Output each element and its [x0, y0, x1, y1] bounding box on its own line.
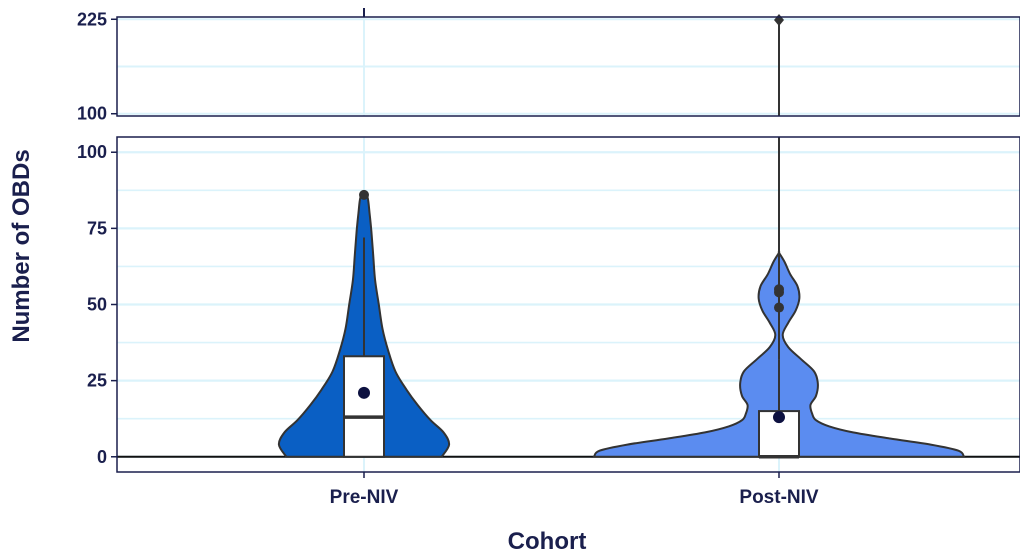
- y-tick-label: 75: [87, 218, 107, 238]
- mean-point: [773, 411, 785, 424]
- x-axis-title: Cohort: [507, 528, 587, 555]
- x-tick-label: Post-NIV: [739, 487, 819, 508]
- y-tick-label: 225: [77, 9, 107, 29]
- outlier-point: [359, 189, 369, 200]
- y-tick-label: 25: [87, 371, 107, 391]
- y-tick-label: 0: [97, 447, 107, 467]
- box-iqr: [343, 355, 385, 458]
- mean-point: [358, 386, 370, 399]
- upper-panel-border: [116, 16, 1020, 117]
- y-tick-label: 100: [77, 104, 107, 124]
- y-tick-label: 100: [77, 142, 107, 162]
- x-tick-label: Pre-NIV: [330, 487, 399, 508]
- y-tick-label: 50: [87, 295, 107, 315]
